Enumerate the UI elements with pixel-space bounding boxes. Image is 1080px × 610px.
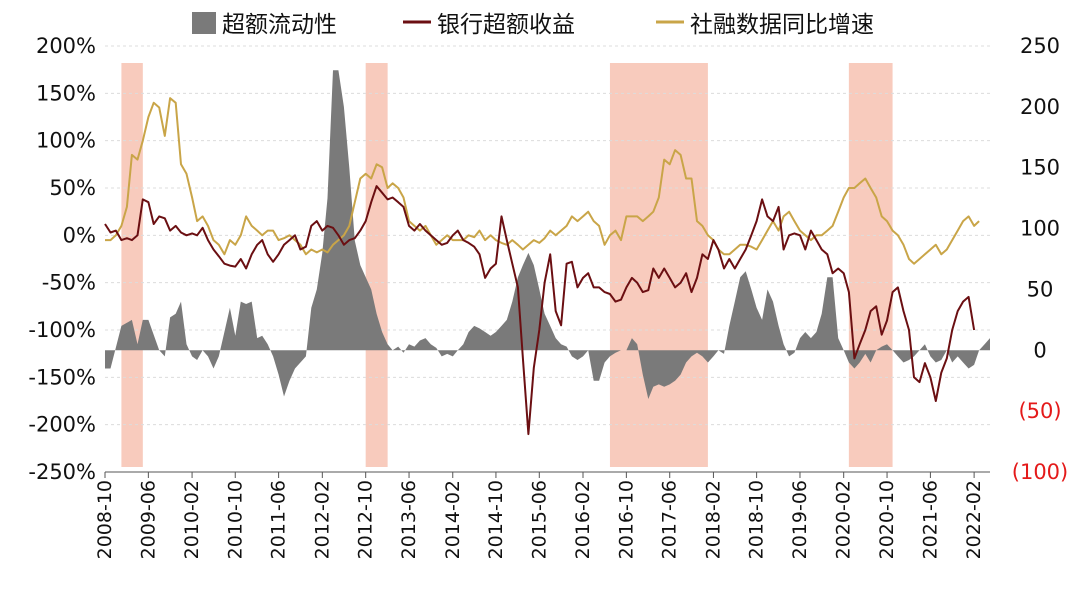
- shaded-period-2: [609, 63, 708, 467]
- right-axis: 250 200 150 100 50 0 (50) (100): [1012, 34, 1068, 484]
- legend-item-bank-excess-return: 银行超额收益: [403, 12, 575, 38]
- x-tick-label: 2012-02: [311, 480, 333, 559]
- right-tick-label: 50: [1027, 277, 1054, 301]
- right-tick-label: 0: [1033, 338, 1046, 362]
- x-tick-label: 2014-02: [442, 480, 464, 559]
- legend: 超额流动性 银行超额收益 社融数据同比增速: [192, 12, 874, 38]
- right-tick-label: 100: [1020, 217, 1060, 241]
- left-tick-label: -200%: [28, 413, 96, 437]
- x-tick-label: 2013-06: [398, 480, 420, 559]
- left-tick-label: 150%: [36, 81, 96, 105]
- x-tick-label: 2018-10: [746, 480, 768, 559]
- x-tick-label: 2014-10: [485, 480, 507, 559]
- line-bank-excess-return: [104, 185, 976, 436]
- right-tick-label: 150: [1020, 156, 1060, 180]
- area-excess-liquidity: [105, 70, 990, 400]
- shaded-period-0: [121, 63, 143, 467]
- x-tick-label: 2010-02: [181, 480, 203, 559]
- x-tick-label: 2017-06: [659, 480, 681, 559]
- shaded-period-1: [365, 63, 388, 467]
- shaded-periods: [121, 63, 893, 467]
- x-tick-label: 2016-10: [615, 480, 637, 559]
- line-series: [104, 97, 980, 436]
- x-tick-label: 2015-06: [528, 480, 550, 559]
- x-tick-label: 2021-06: [919, 480, 941, 559]
- left-axis: 200% 150% 100% 50% 0% -50% -100% -150% -200% -250…: [28, 34, 96, 484]
- x-tick-label: 2011-06: [268, 480, 290, 559]
- legend-item-tsf-yoy: 社融数据同比增速: [656, 12, 874, 38]
- legend-label-tsf-yoy: 社融数据同比增速: [690, 12, 874, 38]
- x-tick-label: 2018-02: [702, 480, 724, 559]
- left-tick-label: -100%: [28, 318, 96, 342]
- right-tick-label: 200: [1020, 95, 1060, 119]
- left-tick-label: -150%: [28, 365, 96, 389]
- x-tick-label: 2020-02: [833, 480, 855, 559]
- left-tick-label: -50%: [42, 271, 96, 295]
- x-tick-label: 2020-10: [876, 480, 898, 559]
- x-tick-label: 2010-10: [224, 480, 246, 559]
- left-tick-label: 50%: [49, 176, 96, 200]
- left-tick-label: 100%: [36, 129, 96, 153]
- x-tick-label: 2019-06: [789, 480, 811, 559]
- left-tick-label: 200%: [36, 34, 96, 58]
- line-tsf-yoy: [105, 97, 980, 265]
- legend-swatch-excess-liquidity: [192, 12, 216, 34]
- x-tick-label: 2022-02: [963, 480, 985, 559]
- x-tick-label: 2008-10: [94, 480, 116, 559]
- right-tick-label: 250: [1020, 34, 1060, 58]
- legend-item-excess-liquidity: 超额流动性: [192, 12, 337, 38]
- legend-label-excess-liquidity: 超额流动性: [222, 12, 337, 38]
- area-series: [105, 70, 990, 400]
- x-tick-label: 2012-10: [355, 480, 377, 559]
- shaded-period-3: [848, 63, 893, 467]
- left-tick-label: 0%: [63, 223, 96, 247]
- x-tick-label: 2009-06: [137, 480, 159, 559]
- x-axis: 2008-10 2009-06 2010-02 2010-10 2011-06 2012-…: [94, 471, 990, 559]
- legend-label-bank-excess-return: 银行超额收益: [437, 12, 575, 38]
- right-tick-label: (50): [1018, 399, 1061, 423]
- right-tick-label: (100): [1012, 460, 1068, 484]
- x-tick-label: 2016-02: [572, 480, 594, 559]
- left-tick-label: -250%: [28, 460, 96, 484]
